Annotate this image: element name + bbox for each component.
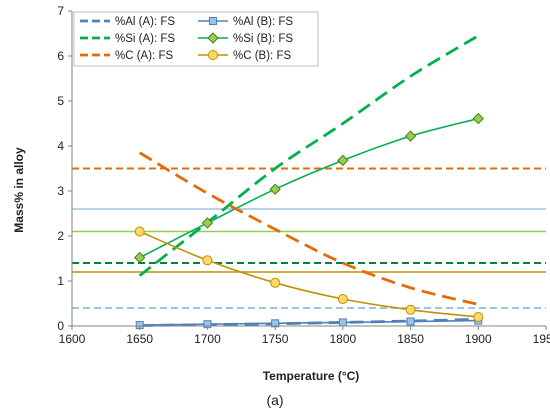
series-line-1	[139, 319, 479, 326]
legend-label-5: %C (B): FS	[233, 50, 291, 62]
data-point-3	[134, 251, 146, 264]
legend-label-4: %C (A): FS	[115, 50, 173, 62]
series-line-4	[138, 151, 479, 306]
x-tick-label: 1600	[59, 332, 86, 346]
data-point-3	[201, 217, 214, 229]
series-line-2	[138, 34, 480, 277]
data-point-5	[202, 255, 213, 266]
reference-lines	[72, 167, 546, 309]
legend-label-0: %Al (A): FS	[115, 16, 175, 28]
data-point-3	[472, 112, 484, 125]
legend: %Al (A): FS %Al (B): FS %Si (A): FS %Si (B)…	[73, 11, 319, 67]
legend-label-2: %Si (A): FS	[115, 33, 175, 45]
legend-label-1: %Al (B): FS	[233, 16, 293, 28]
y-tick-label: 4	[57, 139, 64, 153]
data-point-5	[405, 304, 416, 315]
x-tick-label: 1900	[465, 332, 492, 346]
x-tick-label: 1700	[194, 332, 221, 346]
x-axis-label: Temperature (°C)	[263, 369, 360, 383]
y-tick-label: 0	[57, 319, 64, 333]
y-tick-label: 6	[57, 49, 64, 63]
y-tick-label: 7	[57, 4, 64, 18]
series-line-5	[139, 230, 479, 318]
data-point-3	[337, 154, 349, 167]
data-point-1	[338, 318, 347, 327]
series-line-3	[139, 117, 479, 259]
legend-marker-1	[209, 17, 217, 25]
y-tick-label: 5	[57, 94, 64, 108]
figure-caption: (a)	[266, 392, 283, 408]
x-tick-label: 1850	[397, 332, 424, 346]
y-tick-label: 3	[57, 184, 64, 198]
data-point-3	[404, 130, 417, 142]
data-point-5	[473, 312, 484, 322]
data-point-3	[269, 183, 281, 195]
legend-marker-3	[207, 32, 219, 44]
legend-marker-5	[208, 50, 218, 60]
legend-label-3: %Si (B): FS	[233, 33, 293, 45]
data-point-5	[270, 277, 281, 288]
y-tick-label: 1	[57, 274, 64, 288]
x-tick-label: 1800	[330, 332, 357, 346]
x-tick-label: 1750	[262, 332, 289, 346]
data-point-5	[337, 294, 348, 304]
y-tick-label: 2	[57, 229, 64, 243]
series-lines	[138, 34, 480, 327]
legend-box	[73, 11, 319, 67]
x-tick-label: 1650	[126, 332, 153, 346]
data-point-1	[406, 317, 415, 326]
y-axis-label: Mass% in alloy	[12, 147, 26, 233]
data-point-5	[134, 226, 145, 237]
